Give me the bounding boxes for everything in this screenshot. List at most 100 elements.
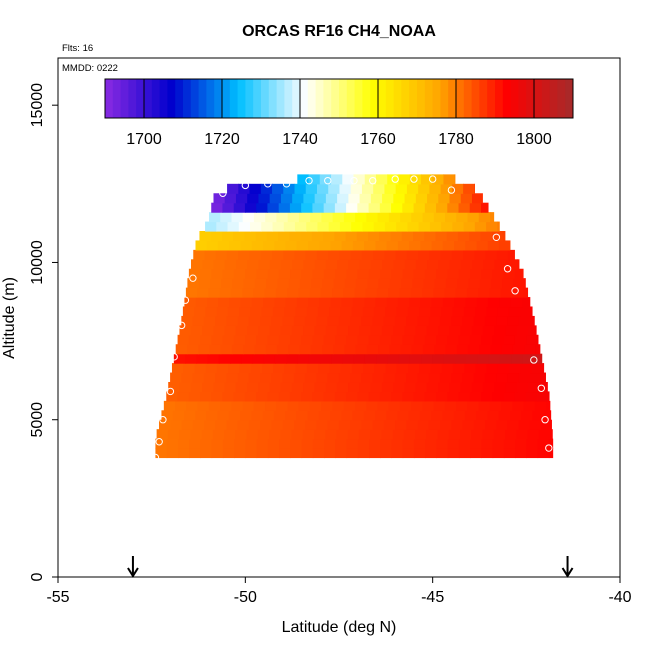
heatmap-cell (483, 259, 496, 270)
heatmap-cell (362, 306, 375, 317)
heatmap-cell (404, 259, 417, 270)
heatmap-cell (280, 193, 293, 204)
heatmap-cell (451, 419, 464, 430)
heatmap-cell (280, 381, 293, 393)
heatmap-cell (440, 249, 453, 260)
heatmap-cell (186, 344, 199, 355)
heatmap-cell (356, 231, 369, 242)
heatmap-cell (188, 268, 201, 279)
heatmap-cell (343, 287, 356, 298)
heatmap-cell (168, 381, 181, 393)
heatmap-cell (514, 391, 527, 402)
heatmap-cell (413, 202, 426, 213)
heatmap-cell (272, 306, 285, 317)
heatmap-cell (464, 363, 477, 374)
heatmap-cell (242, 212, 255, 223)
colorbar-segment (105, 79, 114, 118)
colorbar-tick-label: 1780 (438, 131, 474, 148)
heatmap-cell (290, 448, 303, 459)
heatmap-cell (406, 372, 418, 383)
x-axis-label: Latitude (deg N) (282, 619, 397, 636)
heatmap-cell (392, 429, 405, 440)
heatmap-cell (439, 315, 452, 326)
heatmap-cell (418, 221, 431, 232)
heatmap-cell (526, 448, 539, 459)
heatmap-cell (196, 353, 209, 364)
heatmap-cell (357, 334, 370, 345)
heatmap-cell (269, 193, 282, 204)
heatmap-cell (503, 334, 516, 345)
heatmap-cell (384, 221, 397, 232)
heatmap-cell (437, 429, 450, 440)
heatmap-cell (426, 325, 439, 336)
heatmap-cell (334, 202, 347, 213)
heatmap-cell (277, 278, 290, 289)
heatmap-cell (242, 400, 255, 411)
heatmap-cell (407, 306, 420, 317)
heatmap-cell (289, 231, 302, 242)
heatmap-cell (242, 287, 254, 298)
heatmap-cell (541, 419, 552, 430)
heatmap-cell (456, 344, 469, 355)
heatmap-cell (258, 259, 271, 270)
heatmap-cell (285, 410, 297, 421)
heatmap-cell (262, 240, 275, 251)
heatmap-cell (261, 221, 274, 232)
heatmap-cell (323, 231, 335, 242)
heatmap-cell (409, 240, 421, 251)
heatmap-cell (437, 381, 450, 393)
heatmap-cell (354, 287, 367, 298)
heatmap-cell (211, 438, 224, 449)
heatmap-cell (475, 306, 487, 317)
heatmap-cell (419, 410, 432, 421)
heatmap-cell (417, 419, 430, 430)
heatmap-cell (336, 381, 349, 393)
heatmap-cell (370, 325, 383, 336)
heatmap-cell (166, 448, 179, 459)
heatmap-cell (217, 240, 230, 251)
heatmap-cell (190, 381, 203, 393)
heatmap-cell (364, 297, 377, 308)
colorbar-segment (346, 79, 356, 118)
heatmap-cell (521, 410, 533, 421)
colorbar-segment (112, 79, 122, 118)
heatmap-cell (340, 363, 353, 374)
heatmap-cell (205, 221, 217, 232)
heatmap-cell (304, 315, 317, 326)
heatmap-cell (323, 268, 336, 279)
heatmap-cell (331, 353, 344, 364)
heatmap-cell (260, 249, 273, 260)
heatmap-cell (267, 391, 280, 402)
heatmap-cell (280, 325, 293, 336)
heatmap-cell (240, 410, 252, 421)
heatmap-cell (487, 240, 500, 251)
heatmap-cell (248, 419, 261, 430)
heatmap-cell (295, 363, 308, 374)
flight-track-point (189, 274, 197, 282)
heatmap-cell (380, 438, 393, 449)
heatmap-cell (424, 202, 437, 213)
heatmap-cell (226, 249, 239, 260)
heatmap-cell (221, 278, 233, 289)
heatmap-cell (215, 249, 228, 260)
colorbar-segment (128, 79, 137, 118)
heatmap-cell (244, 391, 257, 402)
heatmap-cell (161, 410, 174, 421)
heatmap-cell (396, 306, 409, 317)
heatmap-cell (253, 400, 266, 411)
heatmap-cell (460, 429, 472, 440)
heatmap-cell (166, 391, 179, 402)
heatmap-cell (478, 212, 491, 223)
heatmap-cell (224, 325, 237, 336)
heatmap-cell (217, 410, 230, 421)
heatmap-cell (250, 221, 262, 232)
heatmap-cell (411, 400, 423, 411)
heatmap-cell (308, 174, 321, 185)
heatmap-cell (307, 410, 320, 421)
heatmap-cell (254, 278, 267, 289)
heatmap-cell (492, 268, 505, 279)
heatmap-cell (337, 193, 349, 204)
heatmap-cell (496, 315, 508, 326)
heatmap-cell (445, 212, 457, 223)
heatmap-cell (218, 353, 231, 364)
